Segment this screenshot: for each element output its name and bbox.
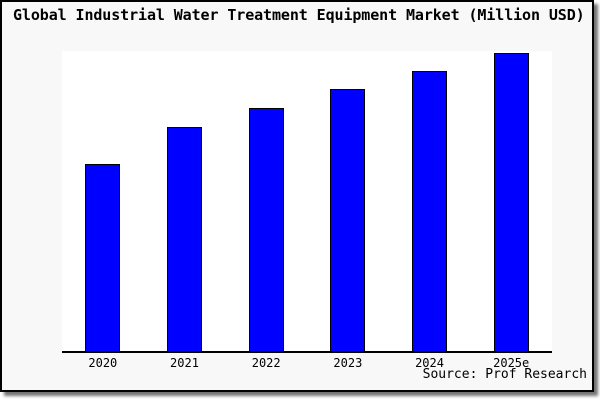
chart-figure-frame: Global Industrial Water Treatment Equipm… [0,0,594,392]
bar-2021 [166,127,202,351]
plot-area [62,51,552,353]
x-tick-label-2023: 2023 [333,356,363,370]
bar-2023 [330,89,366,351]
bars-container [62,51,552,351]
x-tick-label-2025e: 2025e [493,356,530,370]
bar-2024 [411,71,447,351]
x-tick-label-2020: 2020 [88,356,118,370]
x-tick-label-2021: 2021 [170,356,199,370]
x-tick-label-2024: 2024 [415,356,444,370]
bar-2020 [85,164,121,351]
chart-title: Global Industrial Water Treatment Equipm… [13,6,585,24]
bar-2025e [493,53,529,351]
bar-2022 [248,108,284,351]
x-tick-label-2022: 2022 [251,356,281,370]
source-credit: Source: Prof Research [422,367,587,382]
x-axis-labels: 2020 2021 2022 2023 2024 2025e [62,356,552,370]
